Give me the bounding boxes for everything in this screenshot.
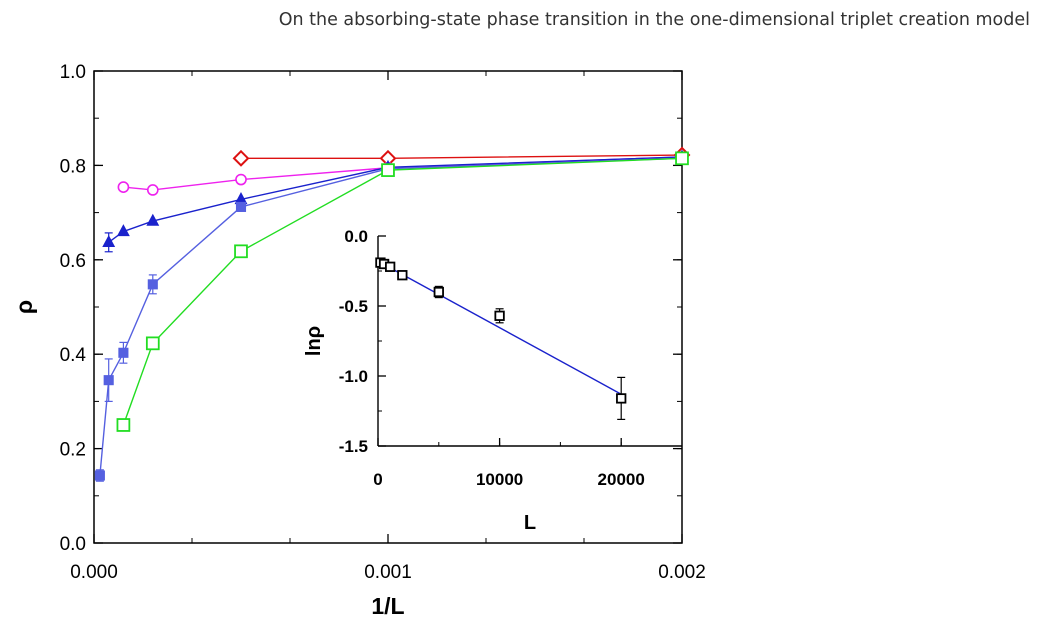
main-plot-frame [93, 70, 683, 544]
main-plot-series-0 [232, 146, 691, 167]
main-plot-series-4 [116, 151, 689, 432]
main-plot-data-point [117, 181, 130, 193]
main-plot-x-axis-title: 1/L [371, 593, 404, 619]
inset-plot-data-point [616, 393, 627, 404]
inset-plot-y-tick-label: 0.0 [344, 227, 368, 246]
page-header: On the absorbing-state phase transition … [0, 0, 1038, 44]
inset-plot-data-point [433, 286, 444, 298]
main-plot-data-point [232, 149, 250, 167]
main-plot-data-point [116, 418, 131, 432]
main-plot-y-tick-label: 0.2 [60, 440, 86, 461]
inset-plot-y-tick-label: -1.5 [339, 437, 368, 456]
main-plot-data-point [103, 375, 114, 386]
inset-plot-data-point [494, 310, 505, 321]
main-plot-data-point [145, 336, 160, 351]
inset-plot-fit-line [377, 260, 622, 395]
inset-plot-x-tick-label: 10000 [476, 470, 523, 489]
main-plot-data-point [102, 234, 116, 248]
main-plot-data-point [116, 224, 130, 237]
inset-plot-data-point [385, 261, 396, 272]
main-plot-data-point [146, 184, 159, 196]
main-plot-data-point [94, 470, 105, 481]
main-plot-data-point [675, 151, 689, 166]
paper-title: On the absorbing-state phase transition … [278, 10, 1030, 30]
main-plot-x-tick-label: 0.002 [658, 562, 706, 583]
main-plot-x-tick-label: 0.000 [70, 562, 118, 583]
main-plot-y-tick-label: 0.4 [60, 345, 87, 366]
main-plot-y-tick-label: 1.0 [60, 62, 86, 83]
main-plot-data-point [234, 244, 248, 259]
main-plot-y-tick-label: 0.6 [60, 251, 86, 272]
main-plot-data-point [146, 213, 160, 226]
inset-plot-data-point [397, 270, 408, 281]
inset-plot-y-axis-title: lnρ [303, 326, 325, 356]
main-plot-y-axis-title: ρ [11, 300, 37, 314]
main-plot-series-line [241, 154, 683, 160]
main-plot-series-2 [102, 149, 689, 253]
main-plot-data-point [381, 163, 395, 177]
inset-plot-x-tick-label: 0 [373, 470, 382, 489]
main-plot-data-point [235, 173, 247, 186]
main-plot-y-tick-label: 0.0 [60, 534, 86, 555]
main-plot-data-point [235, 201, 247, 212]
main-plot: 0.000 0.001 0.002 0.0 0.2 0.4 0.6 0.8 1.0 1/L ρ [11, 62, 706, 619]
inset-plot-series-0 [375, 257, 627, 420]
main-plot-series-3 [94, 153, 688, 482]
main-plot-y-tick-label: 0.8 [60, 156, 86, 177]
main-plot-series-line [122, 157, 683, 426]
main-plot-x-tick-label: 0.001 [364, 562, 412, 583]
inset-plot-x-axis-title: L [524, 512, 536, 534]
main-plot-series-line [99, 157, 683, 476]
inset-plot-y-tick-label: -0.5 [339, 297, 368, 316]
inset-plot-y-tick-label: -1.0 [339, 367, 368, 386]
inset-plot-x-tick-label: 20000 [598, 470, 645, 489]
main-plot-data-point [118, 347, 129, 358]
main-plot-data-point [147, 279, 158, 290]
